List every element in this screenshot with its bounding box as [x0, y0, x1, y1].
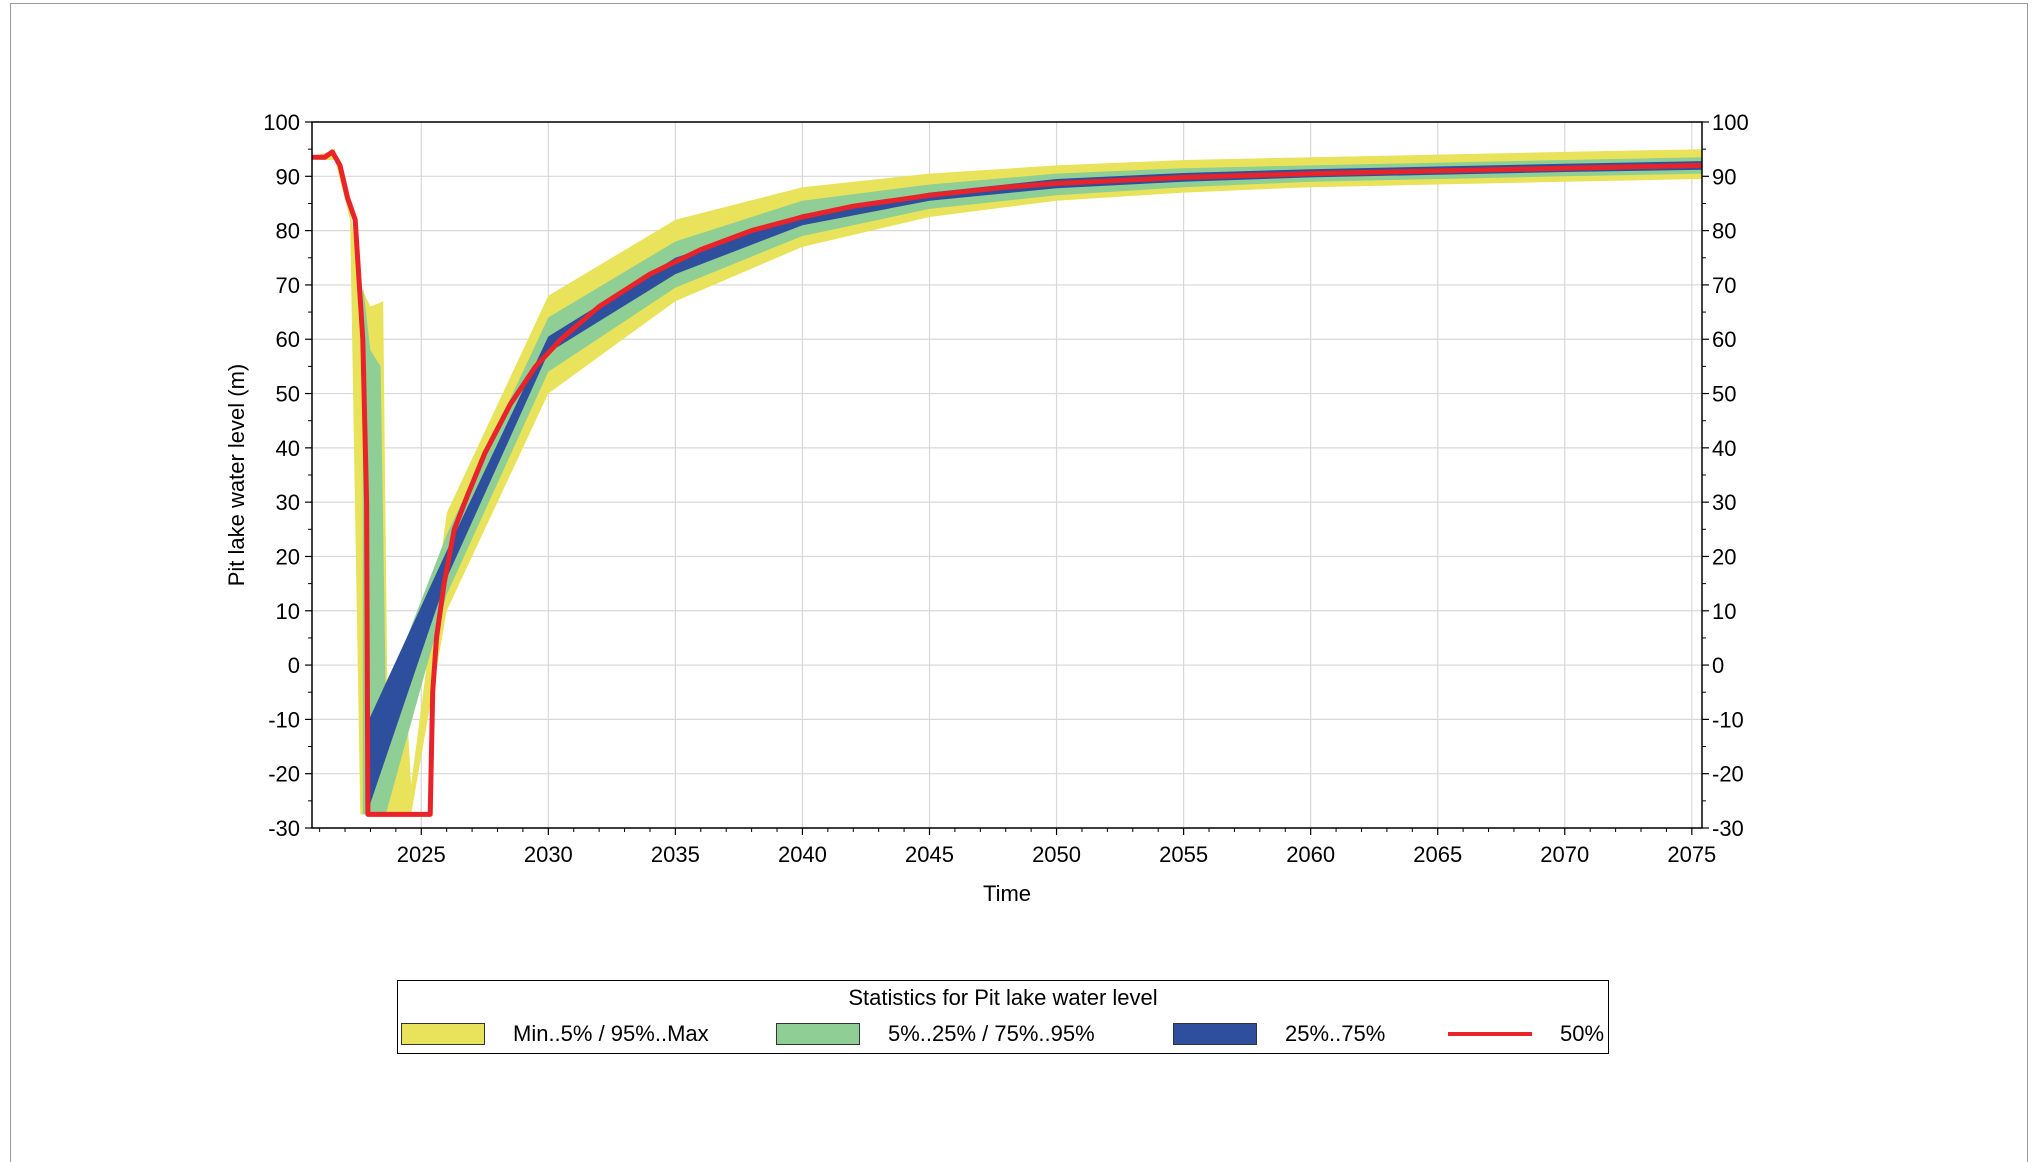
y-tick-label-right: 80	[1712, 219, 1736, 244]
y-axis-title: Pit lake water level (m)	[224, 364, 249, 587]
plot-border	[311, 121, 1703, 829]
x-tick-label: 2045	[905, 842, 954, 867]
y-tick-label-right: 90	[1712, 164, 1736, 189]
legend-label-min-max: Min..5% / 95%..Max	[513, 1021, 709, 1046]
legend-entry-median: 50%	[1448, 1019, 1604, 1049]
x-tick-label: 2060	[1286, 842, 1335, 867]
x-tick-label: 2055	[1159, 842, 1208, 867]
y-tick-label-left: -10	[268, 707, 300, 732]
y-tick-label-right: 20	[1712, 544, 1736, 569]
y-tick-label-left: 0	[288, 653, 300, 678]
x-tick-label: 2030	[524, 842, 573, 867]
y-tick-label-left: 10	[276, 599, 300, 624]
gridlines	[312, 121, 1702, 829]
median-line	[312, 149, 1703, 817]
tick-labels: 2025 2030 2035 2040 2045 2050 2055 2060 2065 2070…	[263, 110, 1748, 867]
legend-entry-5-95: 5%..25% / 75%..95%	[776, 1019, 1095, 1049]
y-tick-label-right: 0	[1712, 653, 1724, 678]
x-axis-title: Time	[983, 881, 1031, 906]
ticks	[305, 121, 1709, 835]
y-tick-label-right: 40	[1712, 436, 1736, 461]
x-tick-label: 2070	[1540, 842, 1589, 867]
y-tick-label-left: 50	[276, 382, 300, 407]
y-tick-label-right: -20	[1712, 762, 1744, 787]
legend-label-25-75: 25%..75%	[1285, 1021, 1386, 1046]
y-tick-label-right: -30	[1712, 816, 1744, 841]
y-tick-label-right: 10	[1712, 599, 1736, 624]
y-tick-label-left: 60	[276, 327, 300, 352]
legend: Statistics for Pit lake water level Min.…	[397, 980, 1609, 1054]
legend-entry-min-max: Min..5% / 95%..Max	[401, 1019, 709, 1049]
x-tick-label: 2075	[1667, 842, 1716, 867]
band-25-75-	[366, 161, 1703, 815]
median-line-layer	[312, 149, 1703, 817]
y-tick-label-left: -20	[268, 762, 300, 787]
y-tick-label-left: -30	[268, 816, 300, 841]
legend-label-5-95: 5%..25% / 75%..95%	[888, 1021, 1095, 1046]
legend-entry-25-75: 25%..75%	[1173, 1019, 1385, 1049]
y-tick-label-right: 30	[1712, 490, 1736, 515]
y-tick-label-left: 40	[276, 436, 300, 461]
band-min-5-95-max	[319, 149, 1703, 815]
legend-swatch-5-95	[776, 1023, 860, 1045]
y-tick-label-right: 70	[1712, 273, 1736, 298]
y-tick-label-left: 100	[263, 110, 300, 135]
x-tick-label: 2065	[1413, 842, 1462, 867]
y-tick-label-left: 20	[276, 544, 300, 569]
y-tick-label-right: 50	[1712, 382, 1736, 407]
band-5-25-75-95-	[362, 157, 1702, 815]
y-tick-label-left: 90	[276, 164, 300, 189]
bands	[319, 149, 1703, 815]
legend-swatch-25-75	[1173, 1023, 1257, 1045]
chart-frame	[10, 3, 2028, 1162]
y-tick-label-left: 30	[276, 490, 300, 515]
y-tick-label-right: 100	[1712, 110, 1749, 135]
y-tick-label-left: 80	[276, 219, 300, 244]
x-tick-label: 2035	[651, 842, 700, 867]
legend-swatch-min-max	[401, 1023, 485, 1045]
x-tick-label: 2025	[397, 842, 446, 867]
x-tick-label: 2040	[778, 842, 827, 867]
legend-title: Statistics for Pit lake water level	[848, 985, 1158, 1010]
y-tick-label-left: 70	[276, 273, 300, 298]
legend-swatch-median	[1448, 1032, 1532, 1036]
y-tick-label-right: 60	[1712, 327, 1736, 352]
x-tick-label: 2050	[1032, 842, 1081, 867]
y-tick-label-right: -10	[1712, 707, 1744, 732]
legend-label-median: 50%	[1560, 1021, 1605, 1046]
